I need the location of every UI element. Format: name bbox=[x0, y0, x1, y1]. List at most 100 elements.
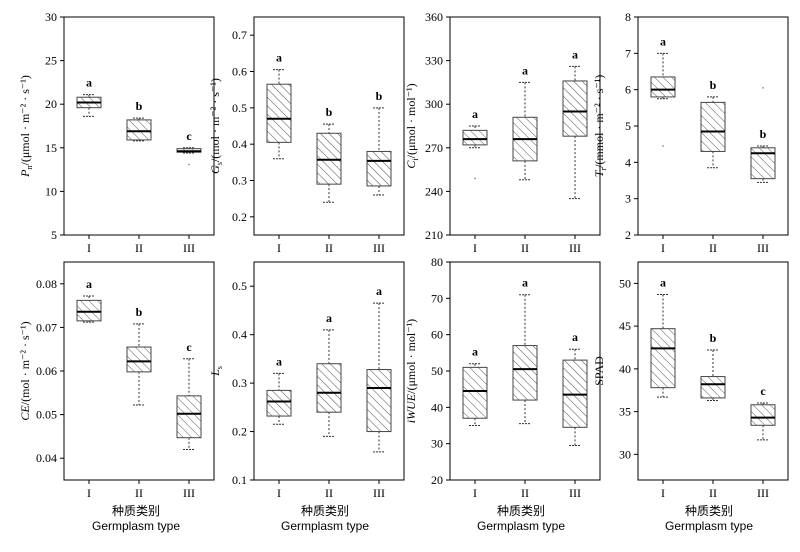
significance-letter: a bbox=[86, 76, 92, 90]
y-tick-label: 0.7 bbox=[232, 28, 247, 42]
y-tick-label: 0.6 bbox=[232, 65, 247, 79]
x-tick-label: I bbox=[87, 241, 91, 255]
y-tick-label: 45 bbox=[619, 319, 631, 333]
significance-letter: a bbox=[522, 63, 528, 77]
x-caption-en: Germplasm type bbox=[476, 519, 566, 533]
y-tick-label: 2 bbox=[625, 228, 631, 242]
y-tick-label: 15 bbox=[45, 141, 57, 155]
y-axis-label-main: G bbox=[208, 165, 222, 174]
x-tick-label: I bbox=[661, 241, 665, 255]
y-axis-label-unit: /(μmol · mol⁻¹) bbox=[404, 319, 418, 394]
significance-letter: a bbox=[472, 345, 478, 359]
y-tick-label: 240 bbox=[425, 184, 443, 198]
y-tick-label: 0.04 bbox=[36, 451, 57, 465]
y-axis-label-sub: r bbox=[599, 168, 608, 171]
y-axis-label-main: SPAD bbox=[592, 356, 606, 386]
significance-letter: a bbox=[660, 34, 666, 48]
y-tick-label: 60 bbox=[431, 328, 443, 342]
significance-letter: a bbox=[572, 330, 578, 344]
x-tick-label: II bbox=[325, 486, 333, 500]
y-tick-label: 0.07 bbox=[36, 320, 57, 334]
y-tick-label: 40 bbox=[431, 400, 443, 414]
y-axis-label: Tr/(mmol · m⁻² · s⁻¹) bbox=[592, 75, 608, 178]
y-tick-label: 70 bbox=[431, 291, 443, 305]
y-tick-label: 20 bbox=[431, 473, 443, 487]
x-caption-en: Germplasm type bbox=[280, 519, 370, 533]
y-axis-label-main: T bbox=[592, 169, 606, 177]
box-iqr bbox=[462, 366, 488, 419]
y-tick-label: 5 bbox=[51, 228, 57, 242]
box-iqr bbox=[366, 150, 392, 187]
significance-letter: a bbox=[326, 311, 332, 325]
y-axis-label-unit: /(μmol · m⁻² · s⁻¹) bbox=[18, 75, 32, 165]
significance-letter: a bbox=[660, 275, 666, 289]
x-tick-label: II bbox=[135, 486, 143, 500]
significance-letter: b bbox=[710, 78, 717, 92]
x-tick-label: II bbox=[521, 486, 529, 500]
y-tick-label: 0.2 bbox=[232, 210, 247, 224]
box-iqr bbox=[650, 328, 676, 389]
x-caption-panel-1: 种质类别 Germplasm type bbox=[61, 504, 211, 534]
y-axis-label: iWUE/(μmol · mol⁻¹) bbox=[404, 319, 418, 423]
x-tick-label: III bbox=[757, 241, 769, 255]
y-axis-label: Ls bbox=[208, 366, 224, 377]
y-axis-label-main: CE bbox=[18, 405, 32, 421]
y-axis-label-main: iWUE bbox=[404, 393, 418, 423]
y-axis-label: SPAD bbox=[592, 356, 606, 386]
x-tick-label: II bbox=[325, 241, 333, 255]
y-tick-label: 30 bbox=[619, 447, 631, 461]
box-iqr bbox=[266, 389, 292, 417]
significance-letter: b bbox=[760, 127, 767, 141]
significance-letter: a bbox=[86, 277, 92, 291]
x-caption-cn: 种质类别 bbox=[684, 504, 733, 518]
y-tick-label: 40 bbox=[619, 362, 631, 376]
panel-2: 0.20.30.40.50.60.7Gs/(mol · m⁻² · s⁻¹)I I… bbox=[208, 16, 405, 255]
y-axis-label: Gs/(mol · m⁻² · s⁻¹) bbox=[208, 78, 224, 174]
y-tick-label: 0.06 bbox=[36, 364, 57, 378]
significance-letter: a bbox=[276, 51, 282, 65]
y-axis-label-sub: s bbox=[215, 366, 224, 369]
x-tick-label: II bbox=[709, 241, 717, 255]
y-tick-label: 8 bbox=[625, 10, 631, 24]
y-tick-label: 0.4 bbox=[232, 137, 247, 151]
y-axis-label-unit: /(μmol · mol⁻¹) bbox=[404, 83, 418, 158]
y-tick-label: 80 bbox=[431, 255, 443, 269]
significance-letter: b bbox=[376, 89, 383, 103]
y-tick-label: 20 bbox=[45, 97, 57, 111]
x-tick-label: I bbox=[661, 486, 665, 500]
x-tick-label: II bbox=[135, 241, 143, 255]
significance-letter: a bbox=[522, 276, 528, 290]
x-caption-en: Germplasm type bbox=[91, 519, 181, 533]
x-caption-cn: 种质类别 bbox=[111, 504, 160, 518]
x-caption-panel-3: 种质类别 Germplasm type bbox=[446, 504, 596, 534]
significance-letter: b bbox=[136, 305, 143, 319]
y-tick-label: 0.5 bbox=[232, 101, 247, 115]
outlier-point bbox=[188, 163, 190, 166]
significance-letter: b bbox=[136, 99, 143, 113]
x-caption-panel-4: 种质类别 Germplasm type bbox=[634, 504, 784, 534]
box-iqr bbox=[176, 395, 202, 439]
y-tick-label: 330 bbox=[425, 54, 443, 68]
significance-letter: a bbox=[276, 354, 282, 368]
x-caption-cn: 种质类别 bbox=[496, 504, 545, 518]
x-caption-en: Germplasm type bbox=[664, 519, 754, 533]
box-iqr bbox=[76, 299, 102, 322]
box-iqr bbox=[462, 129, 488, 146]
significance-letter: c bbox=[186, 129, 192, 143]
x-tick-label: II bbox=[521, 241, 529, 255]
significance-letter: c bbox=[186, 340, 192, 354]
x-tick-label: III bbox=[373, 486, 385, 500]
y-axis-label-main: C bbox=[404, 160, 418, 169]
y-tick-label: 4 bbox=[625, 155, 631, 169]
y-tick-label: 0.3 bbox=[232, 376, 247, 390]
x-tick-label: III bbox=[569, 486, 581, 500]
y-axis-label-unit: /(mol · m⁻² · s⁻¹) bbox=[208, 78, 222, 162]
x-tick-label: III bbox=[183, 486, 195, 500]
x-tick-label: I bbox=[277, 486, 281, 500]
box-iqr bbox=[126, 346, 152, 373]
x-tick-label: III bbox=[373, 241, 385, 255]
y-tick-label: 30 bbox=[431, 437, 443, 451]
